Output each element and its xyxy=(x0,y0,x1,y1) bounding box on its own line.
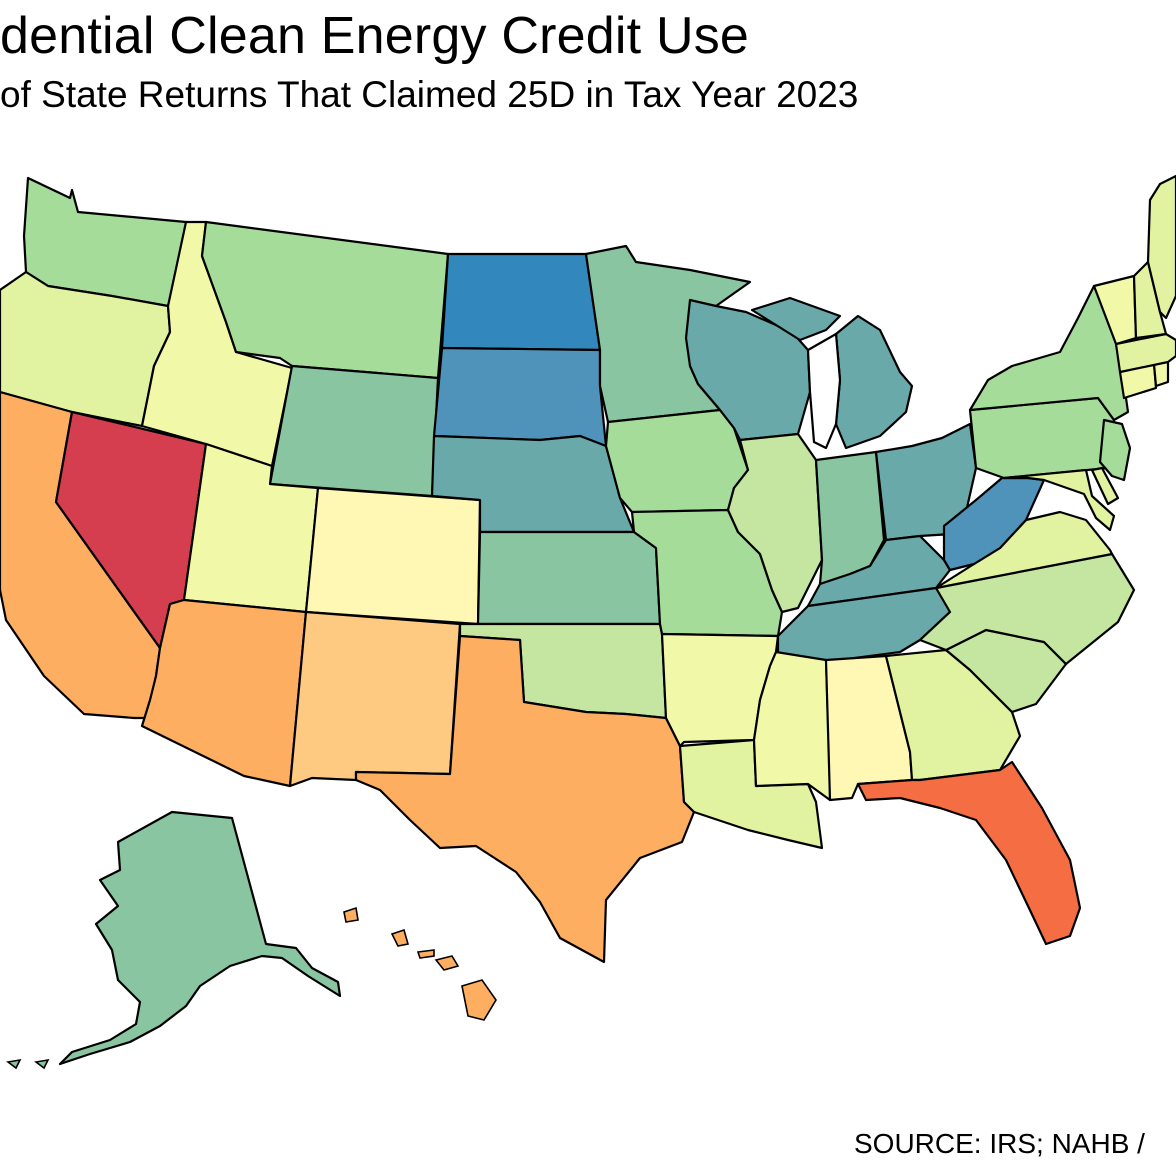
state-DE xyxy=(1090,466,1120,506)
state-KS xyxy=(476,530,662,626)
map-subtitle: of State Returns That Claimed 25D in Tax… xyxy=(0,74,859,115)
state-AZ xyxy=(140,598,308,788)
state-WY xyxy=(268,364,440,498)
state-HI-kauai xyxy=(343,906,359,923)
source-note: SOURCE: IRS; NAHB / xyxy=(854,1128,1145,1159)
state-NJ xyxy=(1098,418,1132,482)
state-SD xyxy=(432,346,608,448)
state-CO xyxy=(304,486,482,626)
state-MD xyxy=(1002,468,1116,532)
state-HI-oahu xyxy=(390,928,410,947)
state-NE xyxy=(430,434,636,534)
state-NH xyxy=(1132,260,1168,340)
state-NM xyxy=(288,610,462,788)
state-ND xyxy=(440,252,602,352)
state-HI-maui xyxy=(434,955,460,971)
state-TX xyxy=(354,634,696,964)
alaska-island xyxy=(34,1058,50,1070)
state-HI-hawaii xyxy=(461,979,497,1021)
state-HI-molokai xyxy=(416,949,435,959)
map-title: dential Clean Energy Credit Use xyxy=(0,7,750,65)
state-PA xyxy=(968,396,1116,480)
state-FL xyxy=(856,760,1082,946)
state-IA xyxy=(604,408,750,514)
lake-michigan xyxy=(806,332,842,450)
state-WV xyxy=(942,476,1046,572)
state-ME xyxy=(1146,174,1176,320)
state-AK xyxy=(58,810,342,1066)
alaska-island xyxy=(6,1058,22,1070)
